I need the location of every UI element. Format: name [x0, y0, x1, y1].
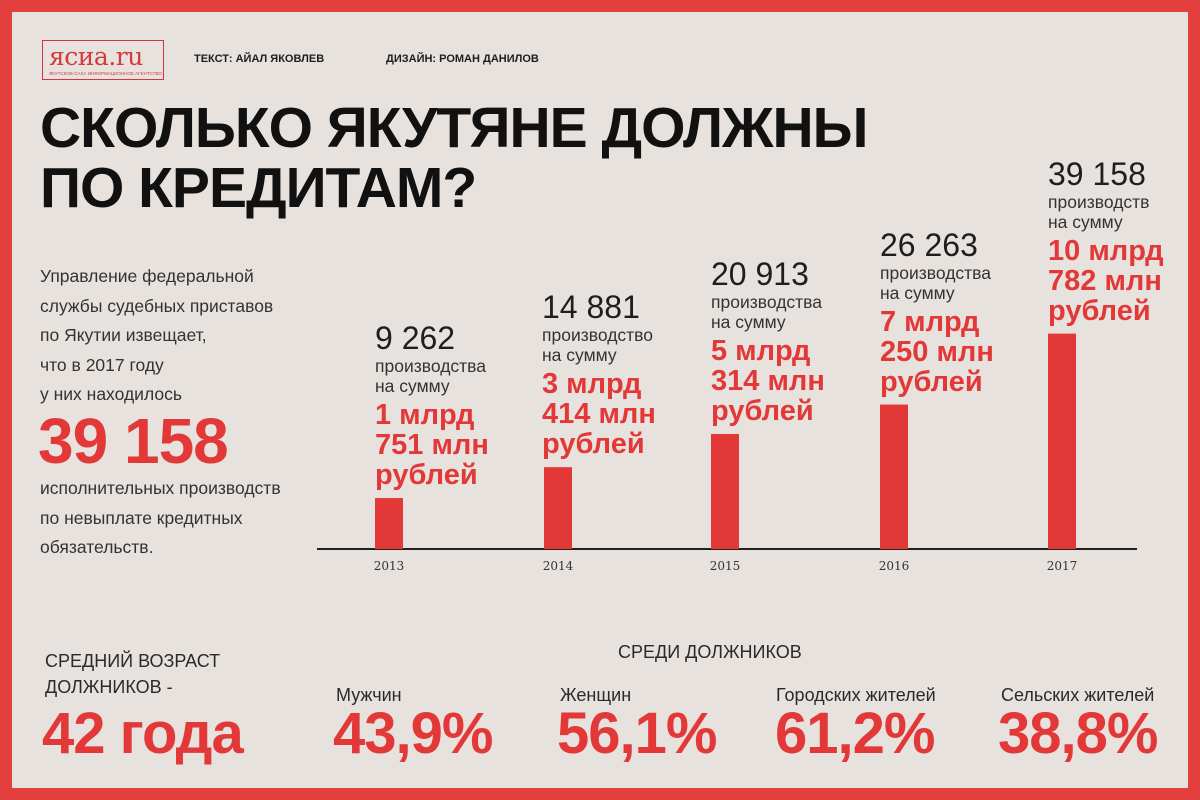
age-label-line: ДОЛЖНИКОВ -	[45, 677, 173, 697]
callout-sum: 5 млрд	[711, 334, 811, 367]
intro-line: обязательств.	[40, 537, 154, 557]
x-tick-label: 2015	[710, 559, 741, 573]
callout-count: 14 881	[542, 289, 640, 326]
x-tick-label: 2017	[1047, 559, 1078, 573]
stat-label-rural: Сельских жителей	[1001, 685, 1155, 705]
callout-2016: 26 263 производства на сумму 7 млрд 250 млн р…	[880, 227, 994, 397]
callout-text: производства	[880, 262, 991, 283]
callout-sum: рублей	[375, 459, 478, 492]
stat-value-rural: 38,8%	[998, 701, 1158, 766]
intro-line: службы судебных приставов	[40, 295, 274, 316]
callout-sum: рублей	[880, 365, 983, 398]
callout-sum: 782 млн	[1048, 264, 1162, 297]
title-line-2: ПО КРЕДИТАМ?	[40, 156, 477, 220]
stat-value-men: 43,9%	[333, 701, 493, 766]
stat-label-urban: Городских жителей	[776, 685, 936, 705]
callout-text: на сумму	[880, 282, 955, 303]
stat-label-men: Мужчин	[336, 685, 402, 705]
callout-2017: 39 158 производств на сумму 10 млрд 782 млн р…	[1048, 156, 1164, 326]
infographic-panel	[12, 12, 1188, 788]
text-credit: ТЕКСТ: АЙАЛ ЯКОВЛЕВ	[194, 53, 325, 65]
intro-text: Управление федеральной службы судебных п…	[40, 262, 330, 410]
bar-2017	[1048, 333, 1076, 549]
design-credit: ДИЗАЙН: РОМАН ДАНИЛОВ	[386, 53, 539, 65]
callout-text: на сумму	[375, 376, 450, 397]
callout-sum: рублей	[711, 394, 814, 427]
site-logo[interactable]: ясиа.ru ЯКУТСКОЕ-САХА ИНФОРМАЦИОННОЕ АГЕ…	[42, 40, 164, 80]
intro-text-continued: исполнительных производств по невыплате …	[40, 474, 330, 563]
callout-text: на сумму	[1048, 211, 1123, 232]
intro-line: что в 2017 году	[40, 354, 164, 375]
bar-2015	[711, 433, 739, 549]
callout-sum: 414 млн	[542, 398, 656, 431]
callout-sum: 3 млрд	[542, 368, 642, 401]
callout-count: 39 158	[1048, 155, 1146, 192]
callout-sum: 10 млрд	[1048, 234, 1164, 267]
callout-2015: 20 913 производства на сумму 5 млрд 314 млн р…	[711, 256, 825, 426]
callout-sum: 314 млн	[711, 364, 825, 397]
bar-2016	[880, 404, 908, 549]
callout-text: на сумму	[711, 311, 786, 332]
callout-count: 26 263	[880, 226, 978, 263]
intro-line: у них находилось	[40, 384, 182, 404]
stat-value-women: 56,1%	[557, 701, 717, 766]
intro-big-number: 39 158	[38, 405, 229, 477]
callout-sum: 7 млрд	[880, 305, 980, 338]
callout-text: на сумму	[542, 345, 617, 366]
bar-2013	[375, 498, 403, 549]
age-label-line: СРЕДНИЙ ВОЗРАСТ	[45, 651, 221, 671]
stat-label-women: Женщин	[560, 685, 632, 705]
logo-tagline: ЯКУТСКОЕ-САХА ИНФОРМАЦИОННОЕ АГЕНТСТВО	[49, 71, 162, 76]
age-value: 42 года	[42, 701, 244, 766]
callout-text: производства	[711, 291, 822, 312]
intro-line: по Якутии извещает,	[40, 325, 207, 345]
callout-sum: рублей	[1048, 294, 1151, 327]
x-tick-label: 2014	[543, 559, 574, 573]
age-label: СРЕДНИЙ ВОЗРАСТ ДОЛЖНИКОВ -	[45, 648, 220, 700]
callout-text: производств	[1048, 191, 1150, 212]
logo-text: ясиа.ru	[49, 42, 143, 71]
callout-sum: 1 млрд	[375, 399, 475, 432]
callout-2014: 14 881 производство на сумму 3 млрд 414 млн р…	[542, 289, 656, 459]
x-tick-label: 2016	[879, 559, 910, 573]
callout-sum: 751 млн	[375, 429, 489, 462]
intro-line: Управление федеральной	[40, 266, 254, 286]
page-title: СКОЛЬКО ЯКУТЯНЕ ДОЛЖНЫ ПО КРЕДИТАМ?	[40, 98, 868, 218]
stat-value-urban: 61,2%	[775, 701, 935, 766]
title-line-1: СКОЛЬКО ЯКУТЯНЕ ДОЛЖНЫ	[40, 96, 868, 160]
callout-sum: 250 млн	[880, 335, 994, 368]
callout-text: производства	[375, 356, 486, 377]
callout-text: производство	[542, 325, 653, 346]
among-debtors-title: СРЕДИ ДОЛЖНИКОВ	[618, 642, 802, 662]
callout-count: 9 262	[375, 320, 456, 357]
callout-count: 20 913	[711, 255, 809, 292]
callout-sum: рублей	[542, 428, 645, 461]
callout-2013: 9 262 производства на сумму 1 млрд 751 млн ру…	[375, 320, 489, 490]
x-tick-label: 2013	[374, 559, 405, 573]
intro-line: по невыплате кредитных	[40, 507, 243, 528]
bar-2014	[544, 467, 572, 549]
intro-line: исполнительных производств	[40, 478, 281, 498]
